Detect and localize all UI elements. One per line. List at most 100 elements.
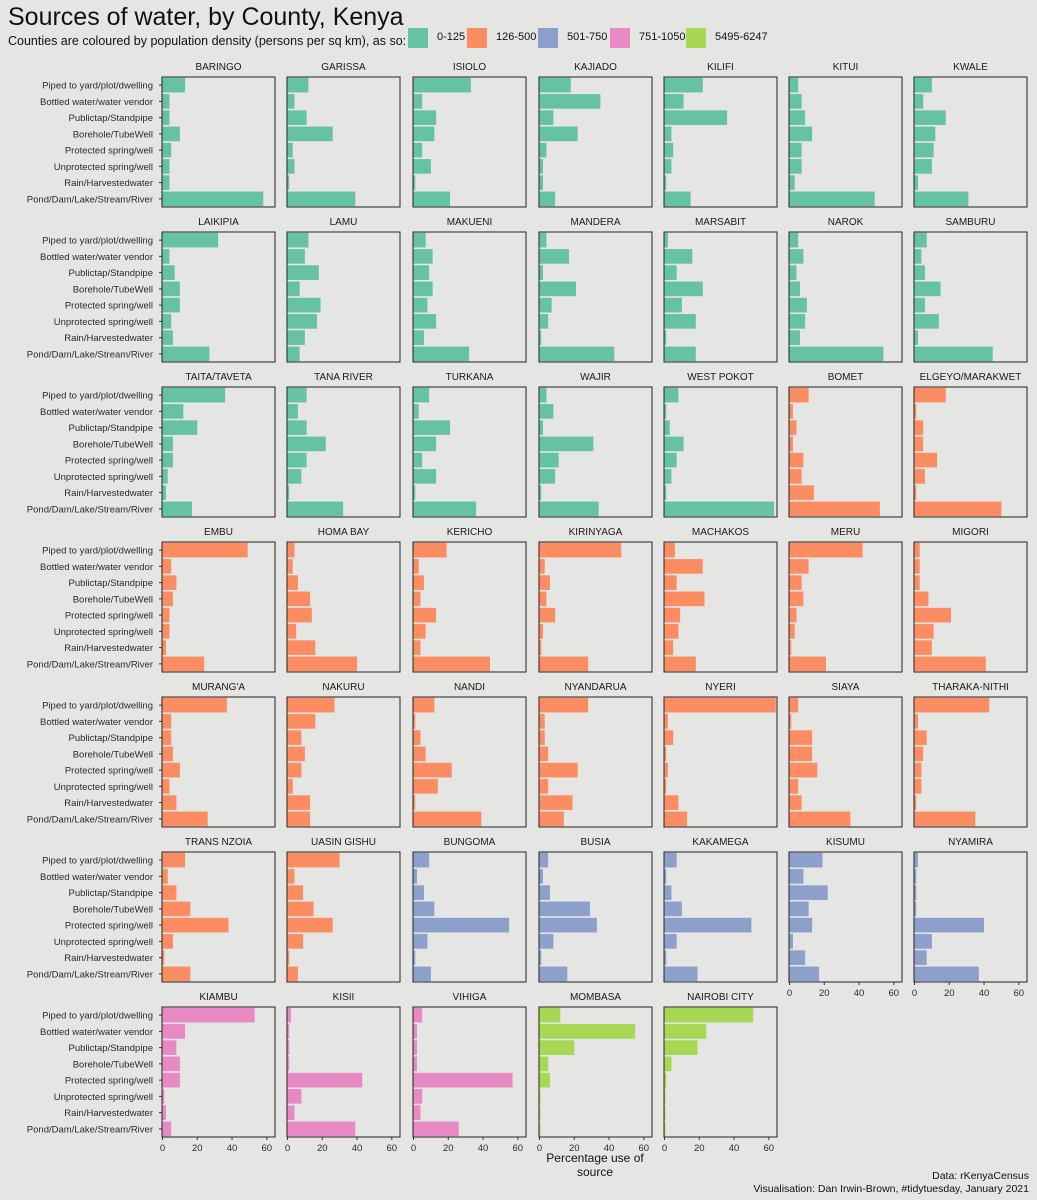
bar <box>162 314 172 329</box>
panel-border <box>663 696 778 828</box>
bar <box>789 469 802 484</box>
y-tick-label: Unprotected spring/well <box>54 162 153 173</box>
panel-border <box>538 231 653 363</box>
bar <box>914 901 917 917</box>
bar <box>789 885 828 900</box>
bar <box>162 934 173 949</box>
y-tick-label: Protected spring/well <box>65 611 153 622</box>
bar <box>539 265 543 280</box>
bar <box>539 314 549 329</box>
panel-border <box>538 1006 653 1138</box>
bar <box>287 297 321 313</box>
bar <box>789 387 809 403</box>
bar <box>664 869 667 884</box>
bar <box>413 714 416 729</box>
y-tick-label: Protected spring/well <box>65 921 153 932</box>
bar <box>914 640 932 655</box>
bar <box>413 420 451 435</box>
bar <box>162 110 170 125</box>
bar <box>664 640 674 655</box>
bar <box>287 94 295 109</box>
bar <box>789 77 799 93</box>
bar <box>539 811 564 827</box>
bar <box>664 1056 672 1072</box>
bar <box>287 265 319 280</box>
panel-border <box>663 231 778 363</box>
bar <box>413 762 452 778</box>
bar <box>413 265 430 280</box>
bar <box>287 730 302 745</box>
bar <box>539 697 589 713</box>
bar <box>664 1089 666 1104</box>
chart-title: Sources of water, by County, Kenya <box>8 3 404 31</box>
bar <box>914 110 946 125</box>
bar <box>789 265 797 280</box>
x-tick-label: 60 <box>1014 988 1025 999</box>
y-tick-label: Bottled water/water vendor <box>40 1027 153 1038</box>
x-tick-label: 0 <box>662 1143 667 1154</box>
y-tick-label: Piped to yard/plot/dwelling <box>42 81 153 92</box>
bar <box>664 917 752 933</box>
y-tick-label: Publictap/Standpipe <box>68 578 153 589</box>
y-tick-label: Pond/Dam/Lake/Stream/River <box>27 504 153 515</box>
bar <box>914 714 918 729</box>
bar <box>162 77 186 93</box>
bar <box>413 77 471 93</box>
bar <box>539 730 545 745</box>
bar <box>539 387 547 403</box>
bar <box>664 697 776 713</box>
bar <box>664 346 696 362</box>
bar <box>789 869 804 884</box>
facet-title-nakuru: NAKURU <box>322 682 364 693</box>
y-tick-label: Bottled water/water vendor <box>40 407 153 418</box>
facet-title-wajir: WAJIR <box>580 372 611 383</box>
bar <box>162 607 170 623</box>
bar <box>539 1072 550 1088</box>
bar <box>287 607 312 623</box>
facet-title-machakos: MACHAKOS <box>692 527 750 538</box>
x-tick-label: 40 <box>352 1143 363 1154</box>
y-tick-label: Rain/Harvestedwater <box>64 798 153 809</box>
bar <box>789 94 802 109</box>
bar <box>287 575 298 590</box>
bar <box>789 950 806 965</box>
bar <box>539 656 589 672</box>
bar <box>914 624 934 639</box>
bar <box>162 1072 180 1088</box>
bar <box>914 330 918 345</box>
legend-swatch <box>610 28 630 48</box>
y-tick-label: Publictap/Standpipe <box>68 1043 153 1054</box>
bar <box>162 232 219 248</box>
panel-border <box>788 76 903 208</box>
bar <box>413 1072 513 1088</box>
bar <box>664 966 698 982</box>
bar <box>413 249 433 264</box>
panel-border <box>412 1006 527 1138</box>
bar <box>287 126 333 142</box>
panel-border <box>538 851 653 983</box>
bar <box>287 542 295 558</box>
bar <box>914 607 952 623</box>
bar <box>914 281 941 297</box>
bar <box>287 1024 290 1039</box>
bar <box>789 420 797 435</box>
y-tick-label: Borehole/TubeWell <box>73 594 153 605</box>
bar <box>413 485 416 500</box>
panel-border <box>161 696 276 828</box>
y-tick-label: Rain/Harvestedwater <box>64 488 153 499</box>
bar <box>413 94 423 109</box>
bar <box>413 697 435 713</box>
facet-title-nandi: NANDI <box>454 682 485 693</box>
bar <box>162 501 193 517</box>
bar <box>162 591 173 607</box>
bar <box>914 387 946 403</box>
bar <box>664 762 668 778</box>
bar <box>789 591 804 607</box>
x-tick-label: 0 <box>411 1143 416 1154</box>
panel-border <box>913 541 1028 673</box>
facet-title-nyeri: NYERI <box>705 682 736 693</box>
panel-border <box>412 231 527 363</box>
bar <box>413 869 417 884</box>
bar <box>413 1121 459 1137</box>
bar <box>789 175 795 190</box>
